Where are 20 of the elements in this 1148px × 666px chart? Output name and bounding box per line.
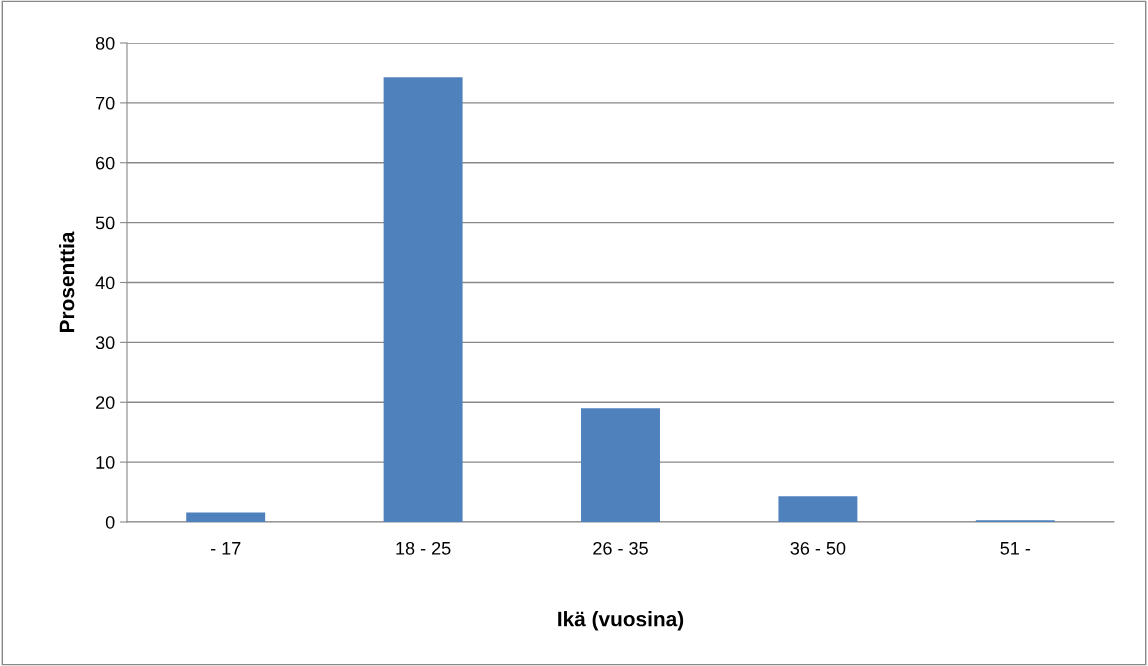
- y-tick-label: 60: [96, 156, 115, 170]
- y-tick-label: 80: [95, 36, 115, 50]
- y-tick-label: 0: [105, 515, 115, 529]
- y-tick-label: 40: [95, 276, 115, 290]
- y-axis-title: Prosenttia: [59, 231, 75, 333]
- x-tick-label: - 17: [210, 542, 241, 555]
- bar: [778, 496, 858, 522]
- bar: [186, 512, 266, 522]
- x-tick-label: 18 - 25: [396, 541, 451, 555]
- x-tick-label: 36 - 50: [790, 541, 846, 555]
- y-tick-label: 30: [95, 336, 115, 350]
- bar: [581, 408, 660, 522]
- y-tick-label: 20: [96, 396, 115, 409]
- y-tick-label: 50: [95, 216, 115, 230]
- x-axis-title: Ikä (vuosina): [558, 611, 684, 631]
- y-tick-label: 70: [96, 96, 115, 110]
- x-tick-label: 26 - 35: [593, 541, 648, 555]
- y-tick-label: 10: [96, 456, 115, 469]
- x-tick-label: 51 -: [1000, 542, 1031, 555]
- bar: [383, 77, 463, 522]
